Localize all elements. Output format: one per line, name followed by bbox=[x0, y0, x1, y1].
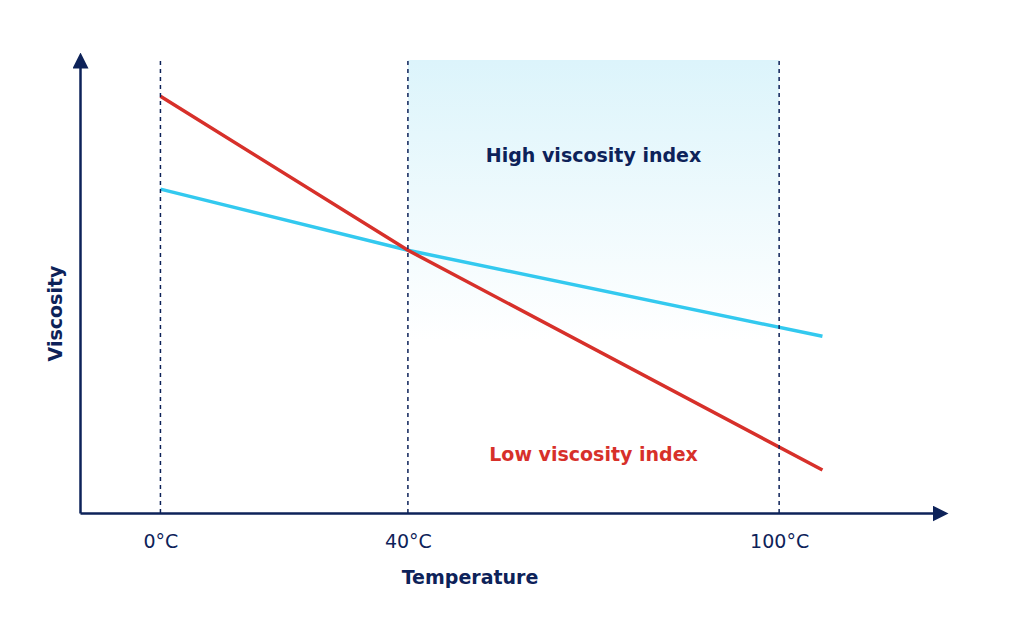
x-tick-label: 100°C bbox=[750, 530, 809, 552]
lines bbox=[160, 96, 822, 470]
y-axis-title: Viscosity bbox=[44, 265, 66, 361]
x-axis-title: Temperature bbox=[402, 566, 539, 588]
plot-area bbox=[160, 60, 822, 513]
x-axis: 0°C 40°C 100°C bbox=[81, 513, 941, 552]
series-line bbox=[160, 96, 822, 470]
x-tick: 100°C bbox=[750, 513, 809, 552]
chart-container: 0°C 40°C 100°C Temperature Viscosity High vis… bbox=[0, 0, 1024, 643]
x-tick-label: 40°C bbox=[385, 530, 432, 552]
x-tick: 40°C bbox=[385, 513, 432, 552]
grid-line bbox=[778, 60, 780, 513]
x-tick-label: 0°C bbox=[144, 530, 179, 552]
grid-line bbox=[407, 60, 409, 513]
series-label: Low viscosity index bbox=[489, 443, 698, 465]
chart-svg: 0°C 40°C 100°C Temperature Viscosity High vis… bbox=[0, 0, 1024, 643]
y-axis-line bbox=[79, 61, 82, 514]
grid bbox=[160, 60, 779, 513]
y-axis bbox=[80, 61, 81, 514]
x-tick: 0°C bbox=[144, 513, 179, 552]
highlight-band bbox=[408, 60, 779, 513]
series-label: High viscosity index bbox=[486, 144, 701, 166]
x-axis-line bbox=[81, 512, 941, 515]
series-line bbox=[160, 189, 822, 336]
grid-line bbox=[160, 60, 162, 513]
